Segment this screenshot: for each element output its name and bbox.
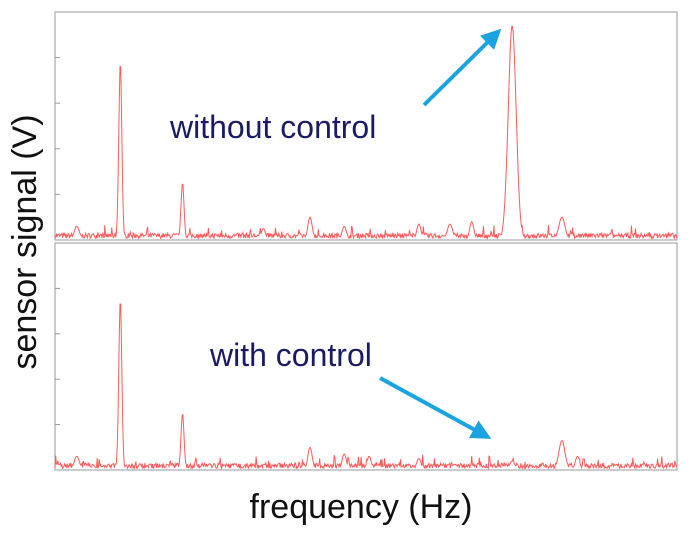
bottom-panel	[54, 242, 678, 471]
bottom-panel-ticks	[55, 287, 60, 426]
top-panel-trace	[54, 26, 678, 241]
bottom-panel-trace	[54, 303, 678, 470]
top-panel	[54, 11, 678, 241]
x-axis-label: frequency (Hz)	[250, 488, 473, 526]
annotation-with-control: with control	[209, 337, 372, 373]
arrow-with-control	[379, 376, 492, 439]
top-panel-frame	[54, 11, 678, 241]
y-axis-label: sensor signal (V)	[6, 114, 44, 369]
annotation-without-control: without control	[169, 109, 376, 145]
arrow-without-control	[422, 28, 502, 107]
bottom-panel-frame	[54, 242, 678, 471]
top-panel-ticks	[55, 57, 60, 195]
